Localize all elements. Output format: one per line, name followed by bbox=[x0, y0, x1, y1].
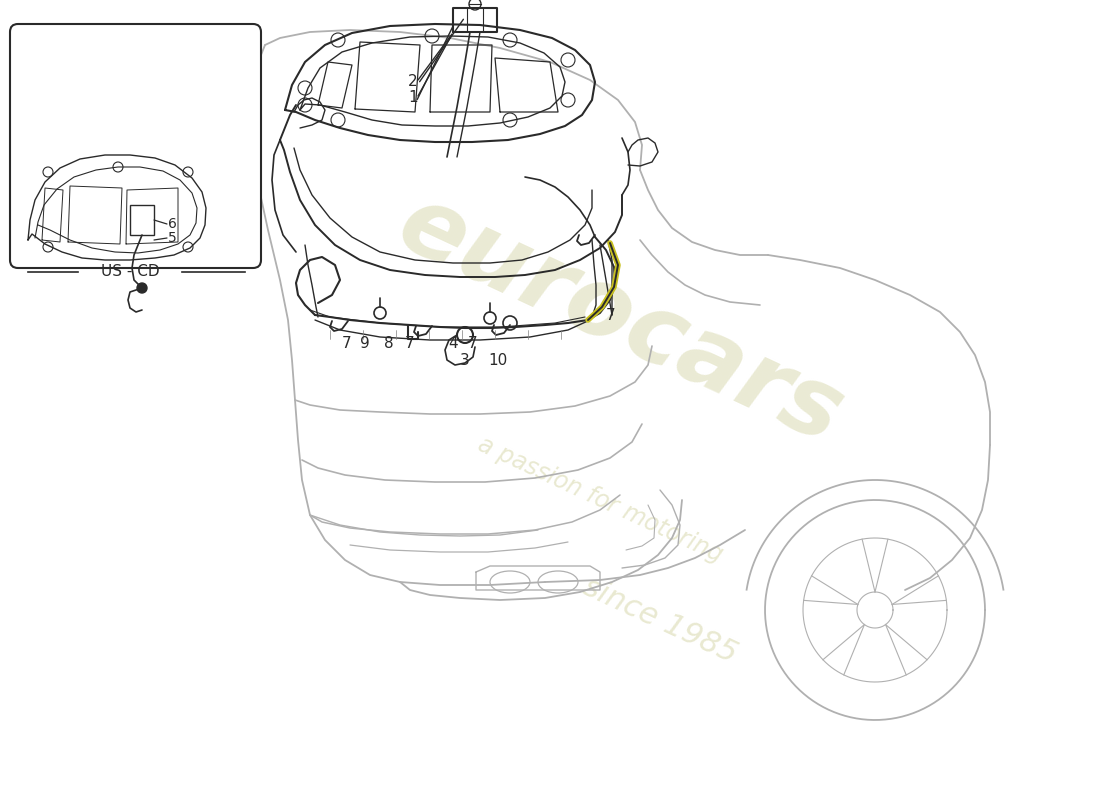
Text: 7: 7 bbox=[468, 336, 477, 351]
Text: 4: 4 bbox=[448, 336, 458, 351]
Circle shape bbox=[138, 283, 147, 293]
Text: 8: 8 bbox=[384, 336, 394, 351]
Bar bbox=[130, 205, 154, 235]
Text: 1: 1 bbox=[408, 90, 418, 105]
FancyBboxPatch shape bbox=[10, 24, 261, 268]
Text: a passion for motoring: a passion for motoring bbox=[474, 433, 726, 567]
Text: 7: 7 bbox=[342, 336, 352, 351]
Text: 7: 7 bbox=[606, 308, 616, 323]
Text: 10: 10 bbox=[488, 353, 507, 368]
Text: since 1985: since 1985 bbox=[579, 572, 741, 668]
Text: 5: 5 bbox=[168, 231, 177, 245]
Text: 9: 9 bbox=[360, 336, 370, 351]
Text: 7: 7 bbox=[405, 336, 415, 351]
Text: 6: 6 bbox=[168, 217, 177, 231]
Text: 2: 2 bbox=[408, 74, 418, 89]
Text: 3: 3 bbox=[460, 353, 470, 368]
Text: US - CD: US - CD bbox=[101, 265, 160, 279]
Text: eurocars: eurocars bbox=[383, 177, 857, 463]
